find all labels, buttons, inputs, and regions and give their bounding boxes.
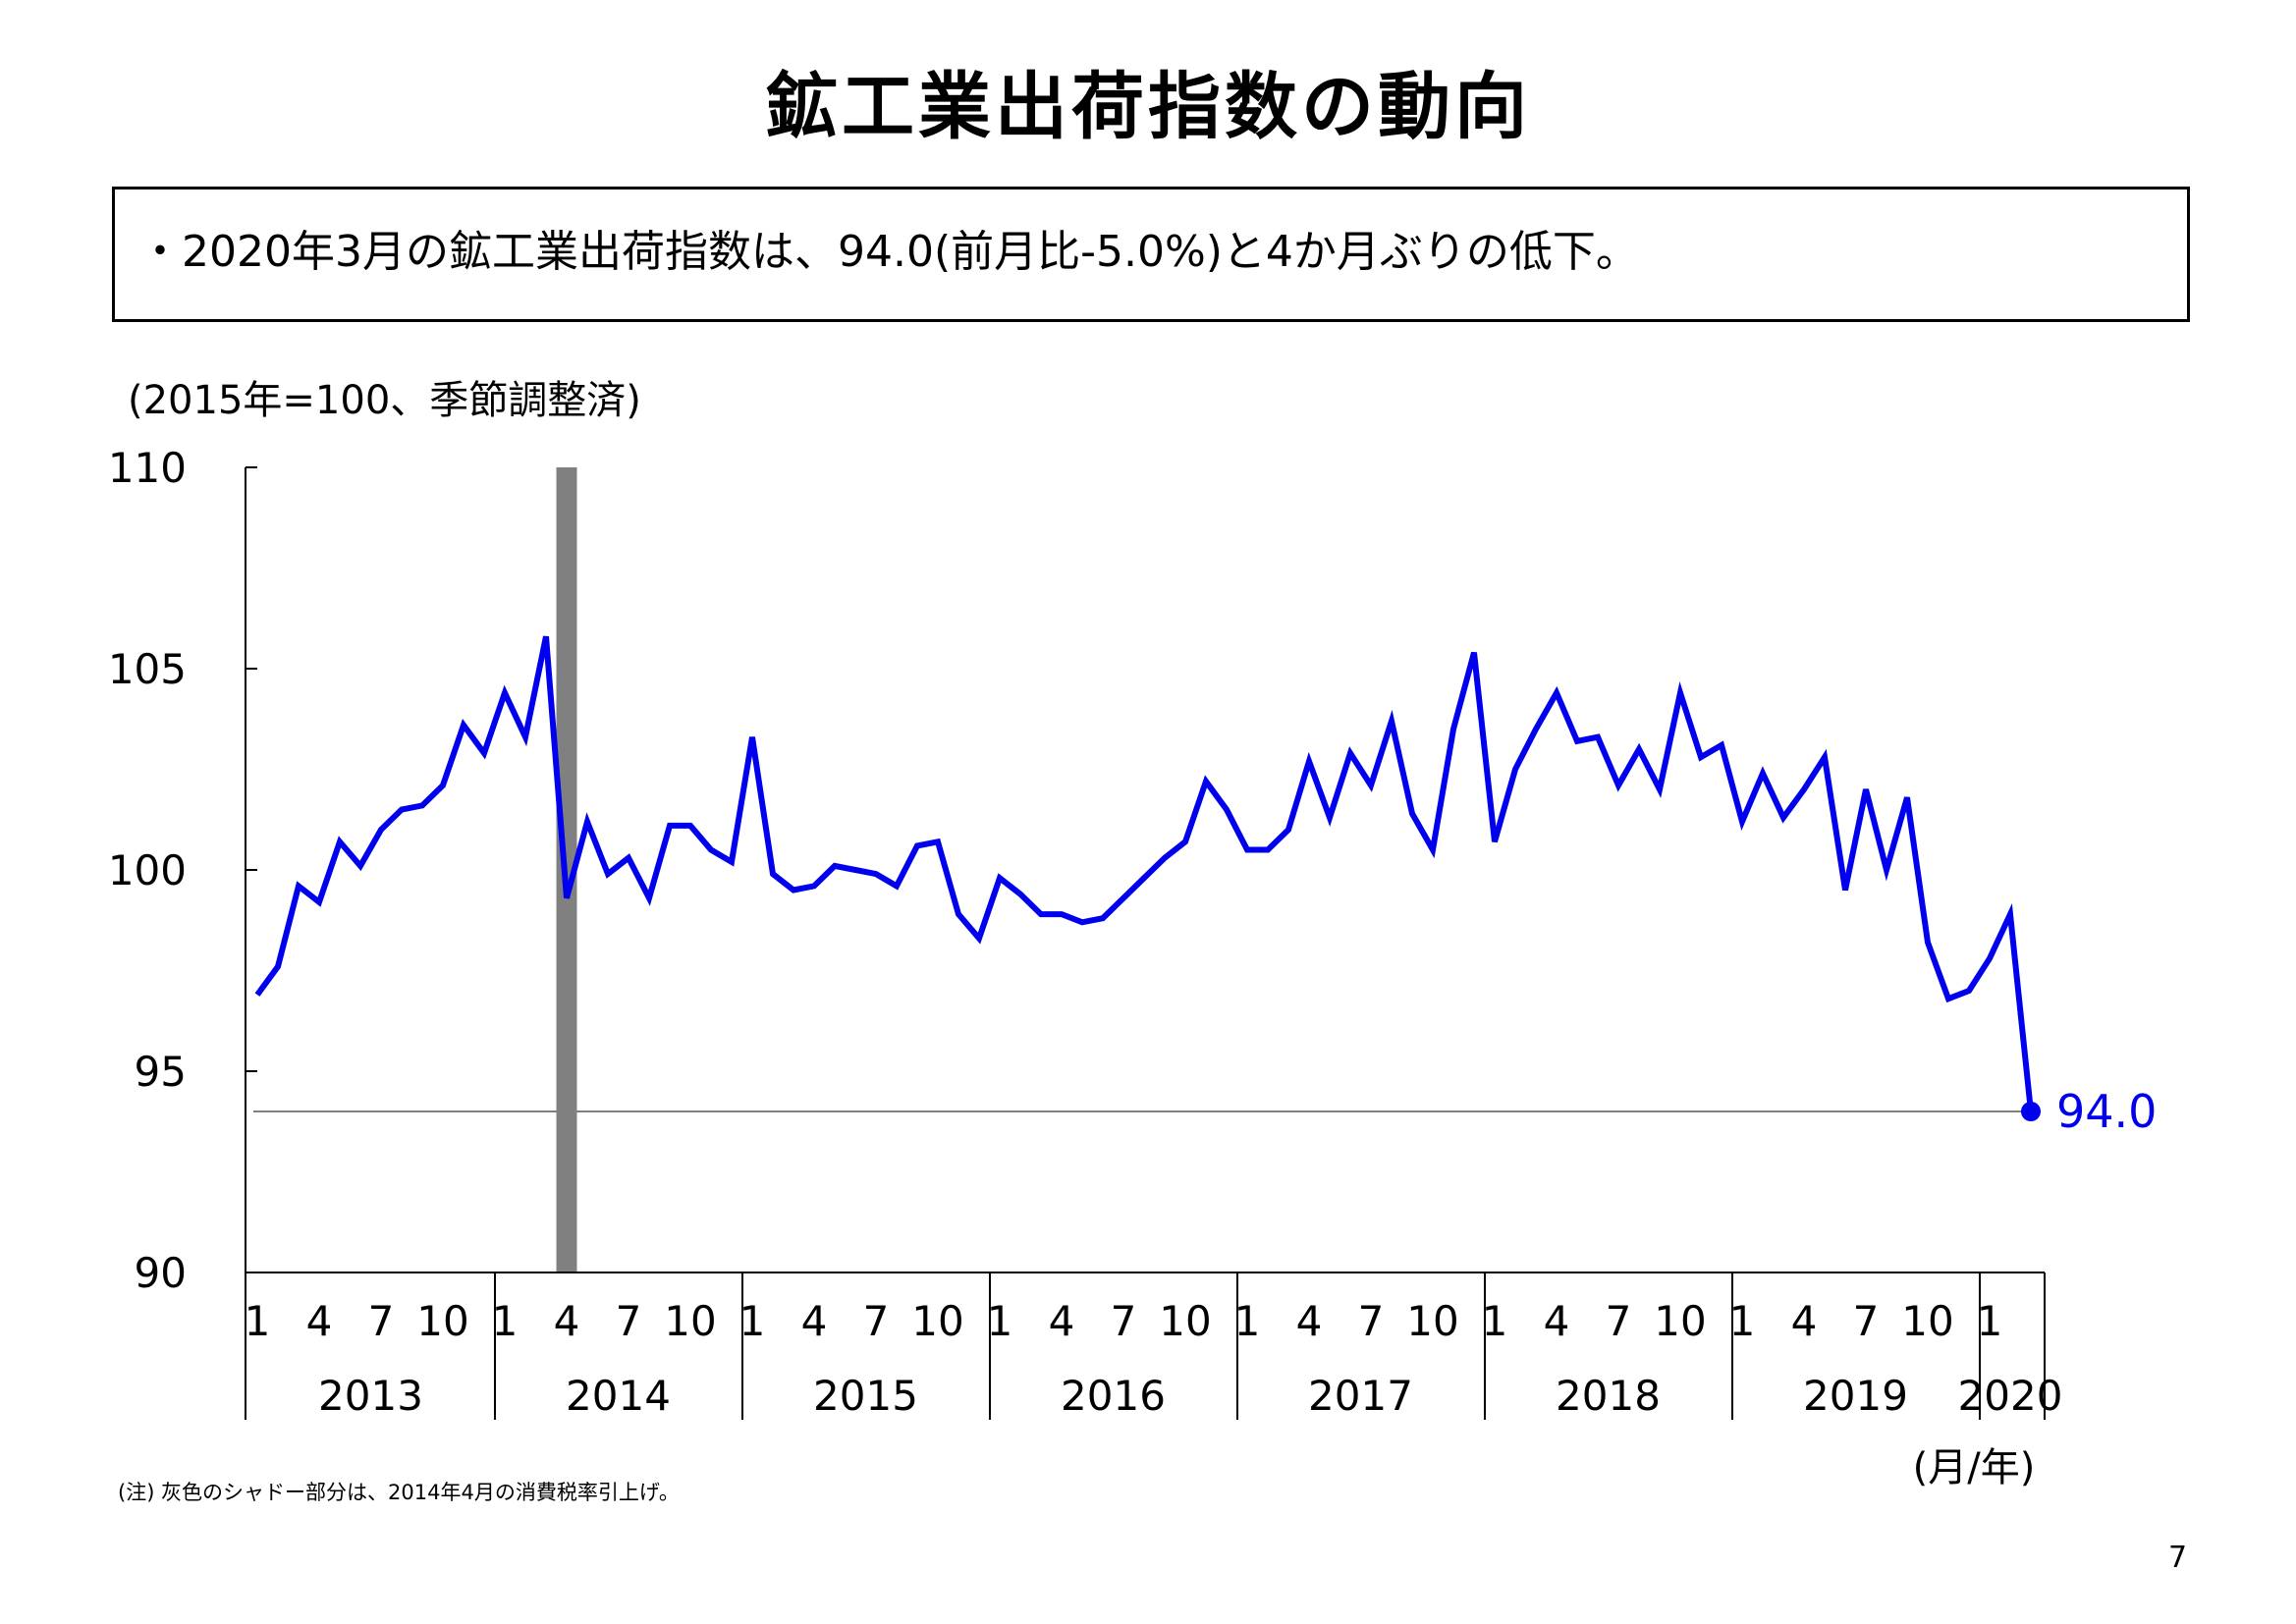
y-tick-label: 110 <box>108 444 187 492</box>
x-month-label: 10 <box>664 1297 716 1345</box>
x-month-label: 7 <box>1853 1297 1880 1345</box>
x-month-label: 10 <box>911 1297 963 1345</box>
x-month-label: 1 <box>492 1297 519 1345</box>
x-month-label: 4 <box>1049 1297 1075 1345</box>
series-line <box>254 635 2034 1112</box>
x-year-label: 2020 <box>1958 1372 2063 1420</box>
x-month-label: 7 <box>616 1297 642 1345</box>
x-year-label: 2017 <box>1308 1372 1413 1420</box>
x-month-label: 1 <box>987 1297 1013 1345</box>
summary-box: ・2020年3月の鉱工業出荷指数は、94.0(前月比-5.0%)と4か月ぶりの低… <box>112 187 2190 322</box>
x-month-label: 10 <box>1901 1297 1953 1345</box>
y-tick-label: 90 <box>135 1249 187 1297</box>
x-month-label: 4 <box>1791 1297 1818 1345</box>
y-tick-label: 105 <box>108 645 187 693</box>
y-axis-unit-label: (2015年=100、季節調整済) <box>128 378 641 423</box>
footnote: (注) 灰色のシャドー部分は、2014年4月の消費税率引上げ。 <box>118 1481 680 1504</box>
x-month-label: 1 <box>245 1297 271 1345</box>
x-month-label: 1 <box>1234 1297 1261 1345</box>
y-tick-label: 95 <box>135 1048 187 1096</box>
x-year-label: 2018 <box>1556 1372 1661 1420</box>
x-month-label: 10 <box>1159 1297 1211 1345</box>
x-month-label: 4 <box>554 1297 580 1345</box>
x-year-label: 2013 <box>318 1372 423 1420</box>
x-year-label: 2016 <box>1061 1372 1166 1420</box>
page-number: 7 <box>2168 1541 2188 1575</box>
last-data-point <box>2021 1102 2041 1121</box>
x-month-label: 1 <box>739 1297 766 1345</box>
x-month-label: 7 <box>1606 1297 1632 1345</box>
x-axis-unit-label: (月/年) <box>1913 1445 2036 1490</box>
y-tick-label: 100 <box>108 846 187 894</box>
x-month-label: 4 <box>801 1297 828 1345</box>
x-year-label: 2015 <box>813 1372 918 1420</box>
x-month-label: 7 <box>368 1297 395 1345</box>
x-month-label: 1 <box>1482 1297 1508 1345</box>
x-month-label: 1 <box>1729 1297 1756 1345</box>
last-value-label: 94.0 <box>2056 1085 2157 1138</box>
x-month-label: 7 <box>1358 1297 1385 1345</box>
summary-text: ・2020年3月の鉱工業出荷指数は、94.0(前月比-5.0%)と4か月ぶりの低… <box>138 227 1639 277</box>
x-year-label: 2014 <box>566 1372 671 1420</box>
x-month-label: 7 <box>863 1297 890 1345</box>
x-month-label: 7 <box>1111 1297 1137 1345</box>
page-title: 鉱工業出荷指数の動向 <box>765 65 1531 149</box>
x-year-label: 2019 <box>1803 1372 1908 1420</box>
x-month-label: 1 <box>1977 1297 2003 1345</box>
x-month-label: 10 <box>1654 1297 1706 1345</box>
x-month-label: 10 <box>1406 1297 1458 1345</box>
x-month-label: 4 <box>1296 1297 1323 1345</box>
x-month-label: 10 <box>416 1297 468 1345</box>
x-month-label: 4 <box>1544 1297 1570 1345</box>
x-month-label: 4 <box>306 1297 333 1345</box>
